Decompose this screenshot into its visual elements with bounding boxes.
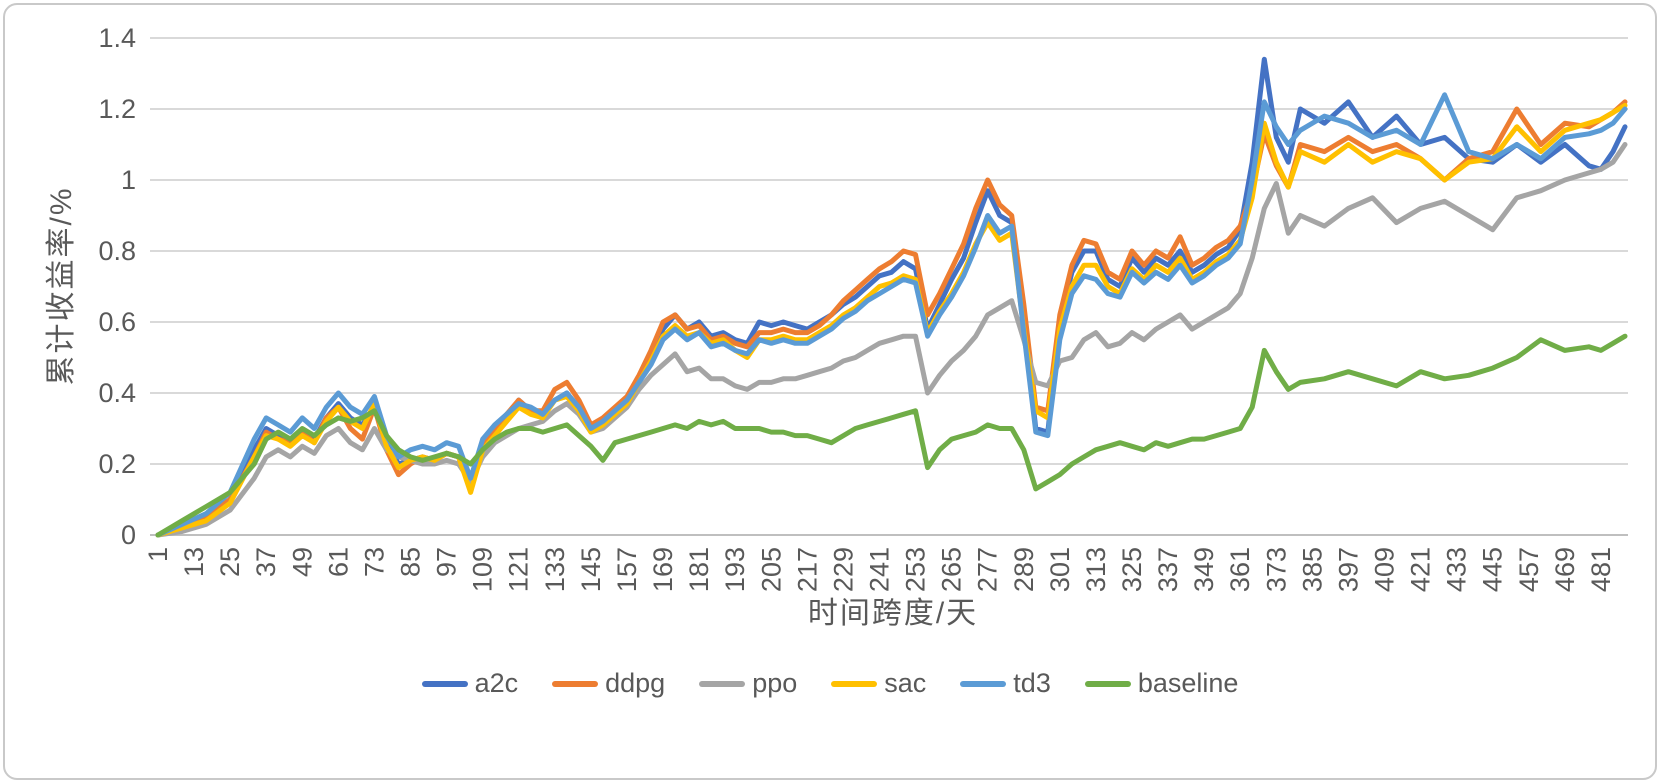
x-tick-label: 265 — [937, 547, 967, 592]
x-tick-label: 397 — [1333, 547, 1363, 592]
legend-item-td3: td3 — [960, 668, 1051, 699]
y-axis-title: 累计收益率/% — [45, 186, 78, 386]
x-tick-label: 445 — [1478, 547, 1508, 592]
legend-swatch-sac — [831, 680, 878, 687]
legend-label-ddpg: ddpg — [605, 668, 666, 698]
x-tick-label: 25 — [215, 547, 245, 577]
x-tick-label: 457 — [1514, 547, 1544, 592]
x-tick-label: 421 — [1406, 547, 1436, 592]
x-tick-label: 349 — [1189, 547, 1219, 592]
x-tick-label: 181 — [684, 547, 714, 592]
x-tick-label: 109 — [468, 547, 498, 592]
series-line-ppo — [155, 142, 1628, 538]
x-tick-label: 241 — [864, 547, 894, 592]
x-tick-label: 61 — [323, 547, 353, 577]
x-tick-label: 169 — [648, 547, 678, 592]
x-tick-label: 121 — [504, 547, 534, 592]
x-tick-label: 229 — [828, 547, 858, 592]
x-tick-label: 145 — [576, 547, 606, 592]
x-tick-label: 37 — [251, 547, 281, 577]
x-tick-label: 469 — [1550, 547, 1580, 592]
x-tick-label: 85 — [396, 547, 426, 577]
x-tick-label: 157 — [612, 547, 642, 592]
x-tick-label: 205 — [756, 547, 786, 592]
legend-swatch-a2c — [421, 680, 468, 687]
x-tick-label: 217 — [792, 547, 822, 592]
x-tick-label: 277 — [973, 547, 1003, 592]
legend-swatch-ddpg — [552, 680, 599, 687]
y-tick-label: 0 — [121, 520, 136, 550]
x-tick-label: 97 — [432, 547, 462, 577]
y-tick-label: 0.2 — [98, 449, 136, 479]
y-tick-label: 0.8 — [98, 236, 136, 266]
x-tick-label: 433 — [1442, 547, 1472, 592]
y-tick-label: 1.4 — [98, 23, 136, 53]
legend-label-sac: sac — [884, 668, 927, 698]
y-tick-label: 1 — [121, 165, 136, 195]
x-tick-label: 361 — [1225, 547, 1255, 592]
legend-item-baseline: baseline — [1084, 668, 1239, 699]
legend-label-td3: td3 — [1013, 668, 1051, 698]
x-tick-label: 133 — [540, 547, 570, 592]
series-line-sac — [155, 102, 1628, 538]
legend-item-a2c: a2c — [421, 668, 519, 699]
x-tick-label: 193 — [720, 547, 750, 592]
y-tick-label: 0.6 — [98, 307, 136, 337]
legend: a2c ddpg ppo sac td3 baseline — [0, 668, 1660, 699]
legend-item-ddpg: ddpg — [552, 668, 665, 699]
legend-swatch-baseline — [1084, 680, 1131, 687]
legend-label-baseline: baseline — [1137, 668, 1239, 698]
series-line-ddpg — [155, 99, 1628, 538]
y-tick-label: 1.2 — [98, 94, 136, 124]
x-tick-label: 253 — [901, 547, 931, 592]
x-tick-label: 49 — [287, 547, 317, 577]
legend-item-sac: sac — [831, 668, 926, 699]
legend-swatch-td3 — [960, 680, 1007, 687]
x-tick-label: 481 — [1586, 547, 1616, 592]
x-tick-label: 73 — [359, 547, 389, 577]
x-tick-label: 409 — [1370, 547, 1400, 592]
x-tick-label: 325 — [1117, 547, 1147, 592]
x-tick-label: 13 — [179, 547, 209, 577]
series-line-baseline — [155, 333, 1628, 538]
legend-label-a2c: a2c — [474, 668, 519, 698]
x-tick-label: 337 — [1153, 547, 1183, 592]
x-tick-label: 313 — [1081, 547, 1111, 592]
legend-swatch-ppo — [699, 680, 746, 687]
x-tick-label: 373 — [1261, 547, 1291, 592]
y-tick-label: 0.4 — [98, 378, 136, 408]
x-tick-label: 289 — [1009, 547, 1039, 592]
x-tick-label: 385 — [1297, 547, 1327, 592]
series-line-td3 — [155, 92, 1628, 538]
legend-item-ppo: ppo — [699, 668, 797, 699]
legend-label-ppo: ppo — [752, 668, 798, 698]
x-axis-title: 时间跨度/天 — [807, 597, 979, 630]
x-tick-label: 301 — [1045, 547, 1075, 592]
x-tick-label: 1 — [143, 547, 173, 562]
